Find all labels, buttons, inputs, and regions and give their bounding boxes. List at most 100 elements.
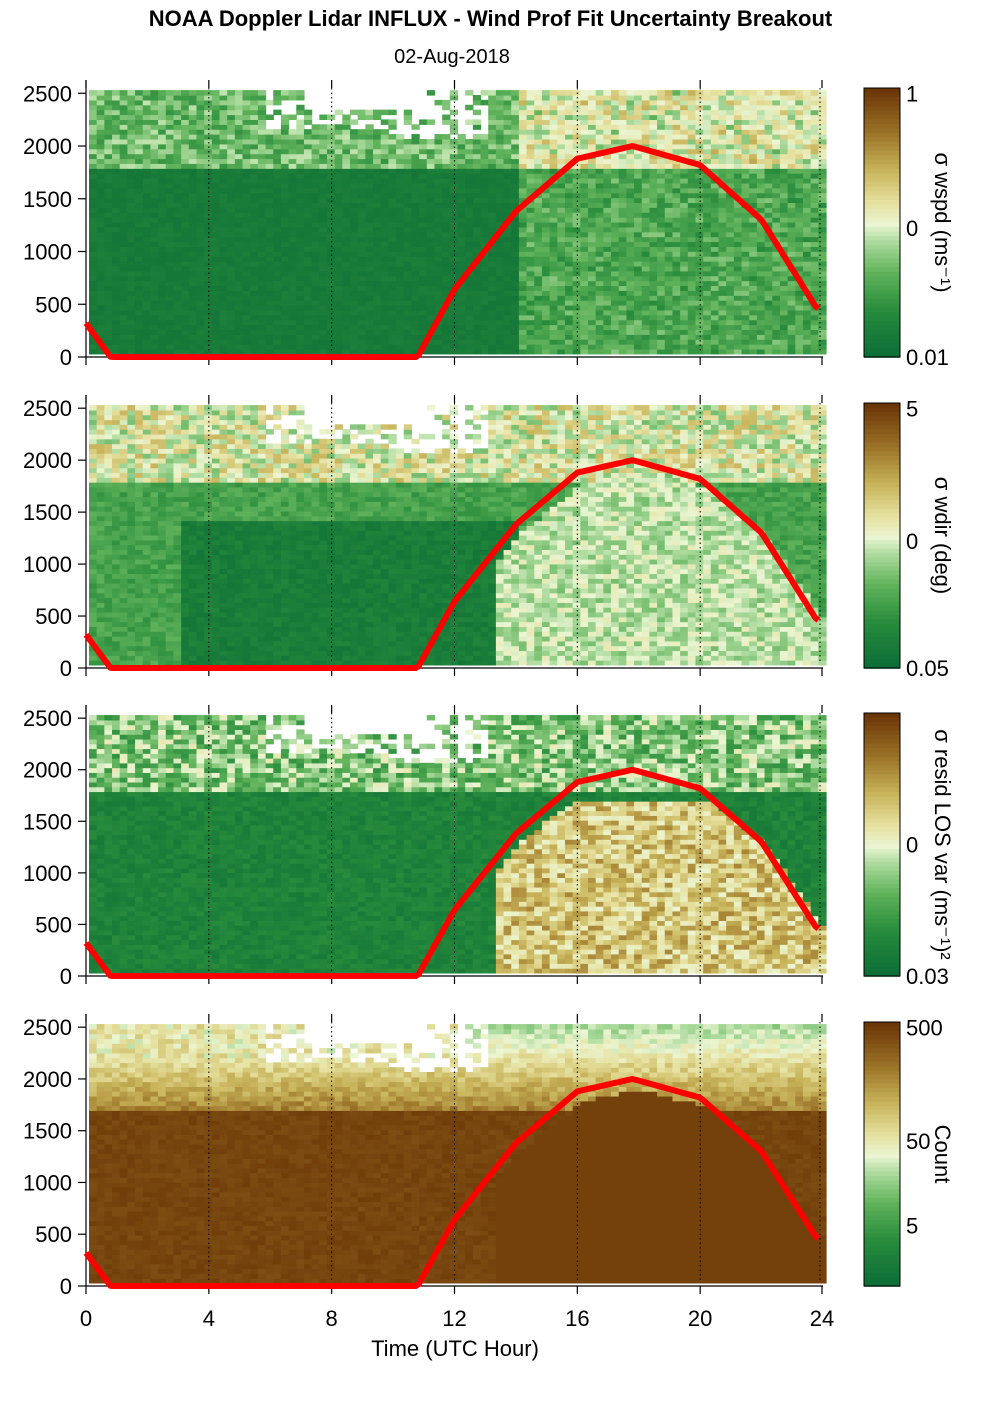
heatmap-cell	[342, 339, 351, 345]
heatmap-cell	[664, 236, 674, 243]
heatmap-cell	[89, 109, 98, 116]
heatmap-cell	[511, 305, 520, 311]
heatmap-cell	[127, 163, 136, 169]
heatmap-cell	[549, 129, 558, 135]
heatmap-cell	[388, 334, 397, 340]
heatmap-cell	[457, 261, 466, 267]
heatmap-cell	[280, 129, 290, 135]
heatmap-cell	[135, 344, 144, 350]
heatmap-cell	[342, 124, 351, 130]
heatmap-cell	[534, 261, 543, 267]
heatmap-cell	[311, 143, 320, 150]
heatmap-cell	[657, 138, 666, 145]
heatmap-cell	[557, 124, 566, 130]
heatmap-cell	[641, 344, 651, 350]
heatmap-cell	[165, 104, 175, 111]
heatmap-cell	[518, 197, 528, 204]
heatmap-cell	[319, 153, 328, 160]
heatmap-cell	[250, 182, 259, 189]
heatmap-cell	[718, 178, 727, 184]
heatmap-cell	[733, 226, 743, 233]
heatmap-cell	[772, 94, 781, 101]
heatmap-cell	[564, 212, 574, 218]
heatmap-cell	[204, 197, 213, 204]
heatmap-cell	[280, 94, 290, 101]
heatmap-cell	[303, 285, 313, 291]
heatmap-cell	[165, 280, 175, 287]
heatmap-cell	[779, 119, 789, 125]
heatmap-cell	[580, 163, 589, 169]
heatmap-cell	[518, 251, 528, 257]
heatmap-cell	[342, 143, 351, 150]
heatmap-cell	[741, 251, 750, 257]
heatmap-cell	[541, 324, 551, 331]
heatmap-cell	[680, 90, 689, 96]
heatmap-cell	[204, 329, 213, 335]
heatmap-cell	[89, 178, 98, 184]
heatmap-cell	[303, 295, 313, 301]
heatmap-cell	[357, 187, 366, 194]
heatmap-cell	[534, 246, 543, 252]
heatmap-cell	[772, 290, 781, 296]
heatmap-cell	[488, 319, 497, 326]
heatmap-cell	[472, 134, 482, 140]
heatmap-cell	[756, 329, 766, 335]
heatmap-cell	[142, 221, 152, 228]
heatmap-cell	[810, 114, 819, 121]
heatmap-cell	[127, 275, 136, 282]
heatmap-cell	[380, 192, 390, 199]
heatmap-cell	[380, 129, 390, 135]
heatmap-cell	[326, 143, 336, 150]
heatmap-cell	[173, 300, 182, 306]
heatmap-cell	[234, 334, 244, 340]
heatmap-cell	[795, 134, 804, 140]
heatmap-cell	[419, 221, 428, 228]
heatmap-cell	[457, 221, 466, 228]
heatmap-cell	[680, 251, 689, 257]
heatmap-cell	[795, 324, 804, 331]
heatmap-cell	[319, 334, 328, 340]
heatmap-cell	[649, 314, 658, 321]
heatmap-cell	[257, 134, 267, 140]
heatmap-cell	[135, 90, 144, 96]
heatmap-cell	[457, 265, 466, 272]
heatmap-cell	[403, 168, 413, 174]
heatmap-cell	[810, 275, 819, 282]
heatmap-cell	[733, 348, 743, 355]
heatmap-cell	[518, 104, 528, 111]
heatmap-cell	[772, 285, 781, 291]
heatmap-cell	[326, 270, 336, 277]
heatmap-cell	[472, 158, 482, 164]
heatmap-cell	[518, 285, 528, 291]
heatmap-cell	[403, 153, 413, 160]
heatmap-cell	[657, 173, 666, 179]
heatmap-cell	[710, 290, 720, 296]
heatmap-cell	[211, 221, 221, 228]
heatmap-cell	[749, 246, 758, 252]
heatmap-cell	[319, 163, 328, 169]
heatmap-cell	[749, 290, 758, 296]
heatmap-cell	[457, 158, 466, 164]
heatmap-cell	[618, 309, 627, 316]
heatmap-cell	[311, 173, 320, 179]
heatmap-cell	[764, 212, 773, 218]
heatmap-cell	[810, 94, 819, 101]
heatmap-cell	[373, 251, 382, 257]
heatmap-cell	[672, 143, 681, 150]
heatmap-cell	[388, 290, 397, 296]
heatmap-cell	[396, 309, 405, 316]
heatmap-cell	[234, 290, 244, 296]
heatmap-cell	[296, 251, 305, 257]
heatmap-cell	[434, 217, 443, 223]
heatmap-cell	[150, 319, 159, 326]
heatmap-cell	[618, 270, 627, 277]
heatmap-cell	[311, 309, 320, 316]
heatmap-cell	[127, 94, 136, 101]
heatmap-cell	[96, 348, 105, 355]
heatmap-cell	[511, 270, 520, 277]
heatmap-cell	[257, 334, 267, 340]
heatmap-cell	[657, 192, 666, 199]
heatmap-cell	[802, 153, 812, 160]
heatmap-cell	[787, 241, 796, 247]
heatmap-cell	[710, 226, 720, 233]
